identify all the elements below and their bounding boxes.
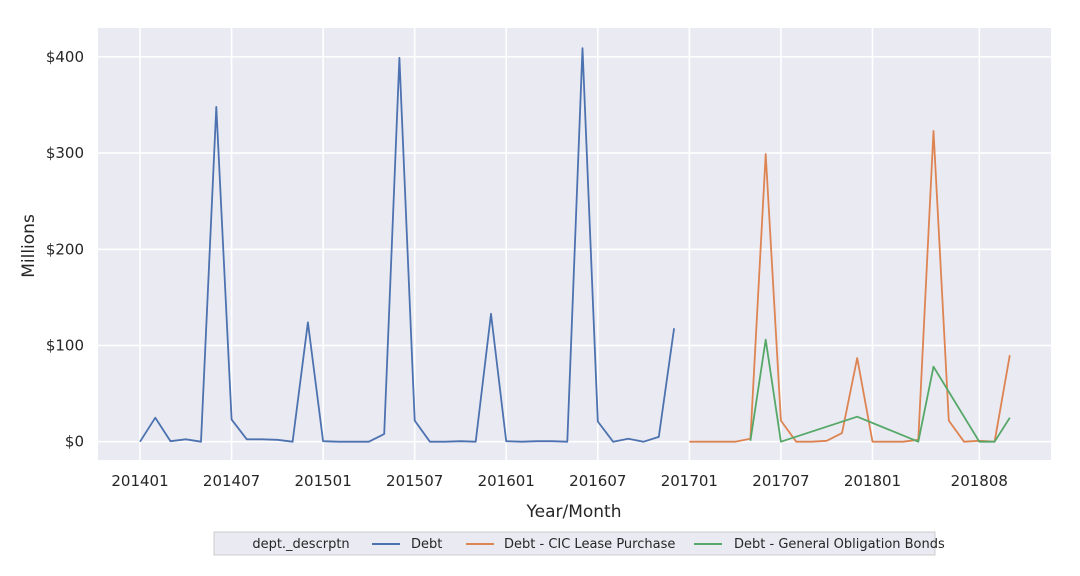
x-tick-labels: 201401 201407 201501 201507 201601 201607 2017… bbox=[111, 472, 1008, 490]
x-tick-label: 201801 bbox=[844, 472, 901, 490]
x-axis-title: Year/Month bbox=[525, 502, 621, 522]
x-tick-label: 201607 bbox=[569, 472, 626, 490]
y-axis-title: Millions bbox=[19, 214, 39, 278]
y-tick-label: $0 bbox=[65, 433, 84, 451]
y-tick-label: $200 bbox=[46, 240, 84, 258]
legend-title: dept._descrptn bbox=[252, 537, 349, 552]
legend-label-general-obligation-bonds: Debt - General Obligation Bonds bbox=[734, 537, 945, 552]
y-tick-labels: $0 $100 $200 $300 $400 bbox=[46, 48, 84, 451]
legend-label-debt: Debt bbox=[411, 537, 442, 552]
series-line-debt-general-obligation-bonds bbox=[749, 338, 1011, 443]
x-tick-label: 201507 bbox=[386, 472, 443, 490]
x-tick-label: 201707 bbox=[752, 472, 809, 490]
x-gridlines bbox=[139, 28, 981, 460]
x-tick-label: 201501 bbox=[294, 472, 351, 490]
y-tick-label: $400 bbox=[46, 48, 84, 66]
series-lines bbox=[139, 47, 1011, 443]
x-tick-label: 201701 bbox=[661, 472, 718, 490]
y-tick-label: $100 bbox=[46, 337, 84, 355]
x-tick-label: 201401 bbox=[111, 472, 168, 490]
y-tick-label: $300 bbox=[46, 144, 84, 162]
legend-box bbox=[213, 531, 936, 556]
x-tick-label: 201808 bbox=[951, 472, 1008, 490]
x-tick-label: 201601 bbox=[478, 472, 535, 490]
series-line-debt-cic-lease-purchase bbox=[689, 129, 1011, 443]
series-line-debt bbox=[139, 47, 675, 443]
x-tick-label: 201407 bbox=[203, 472, 260, 490]
legend: dept._descrptn Debt Debt - CIC Lease Pur… bbox=[213, 531, 945, 556]
legend-label-cic-lease-purchase: Debt - CIC Lease Purchase bbox=[504, 537, 675, 552]
